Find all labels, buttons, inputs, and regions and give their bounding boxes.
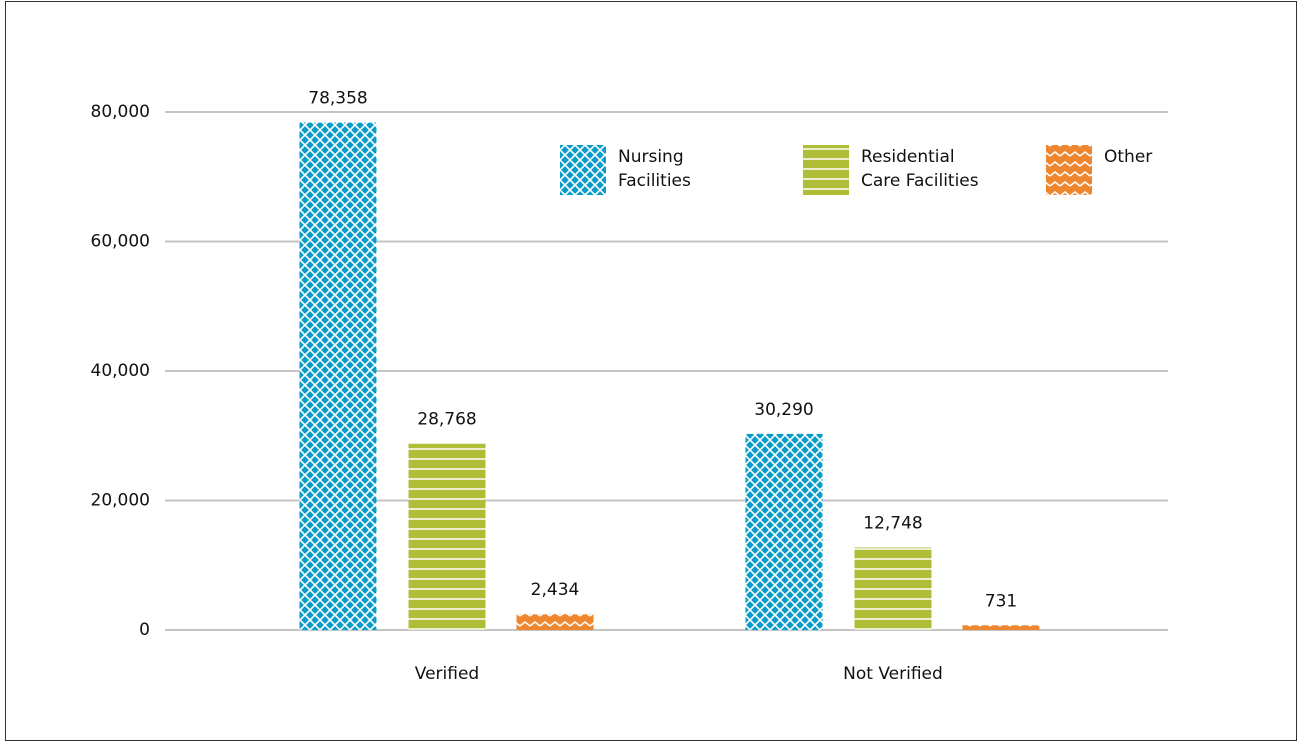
- legend-swatch: [1046, 145, 1092, 195]
- value-label: 12,748: [863, 513, 922, 533]
- y-tick-label: 20,000: [91, 491, 150, 511]
- value-label: 2,434: [531, 580, 580, 600]
- bar: [408, 443, 486, 630]
- legend-label: Residential Care Facilities: [861, 147, 979, 191]
- value-label: 30,290: [754, 400, 813, 420]
- legend-swatch: [560, 145, 606, 195]
- y-tick-label: 60,000: [91, 232, 150, 252]
- y-tick-label: 40,000: [91, 361, 150, 381]
- x-tick-label: Not Verified: [843, 664, 943, 684]
- legend-label: Other: [1104, 147, 1152, 167]
- frame: [5, 1, 1297, 741]
- x-tick-label: Verified: [415, 664, 479, 684]
- legend-label: Nursing Facilities: [618, 147, 691, 191]
- y-tick-label: 0: [139, 620, 150, 640]
- bar: [854, 547, 932, 630]
- value-label: 78,358: [308, 89, 367, 109]
- value-label: 28,768: [417, 410, 476, 430]
- legend-swatch: [803, 145, 849, 195]
- bar: [516, 614, 594, 630]
- value-label: 731: [985, 591, 1017, 611]
- bar: [299, 122, 377, 630]
- y-tick-label: 80,000: [91, 102, 150, 122]
- bar: [745, 433, 823, 630]
- bar: [962, 625, 1040, 630]
